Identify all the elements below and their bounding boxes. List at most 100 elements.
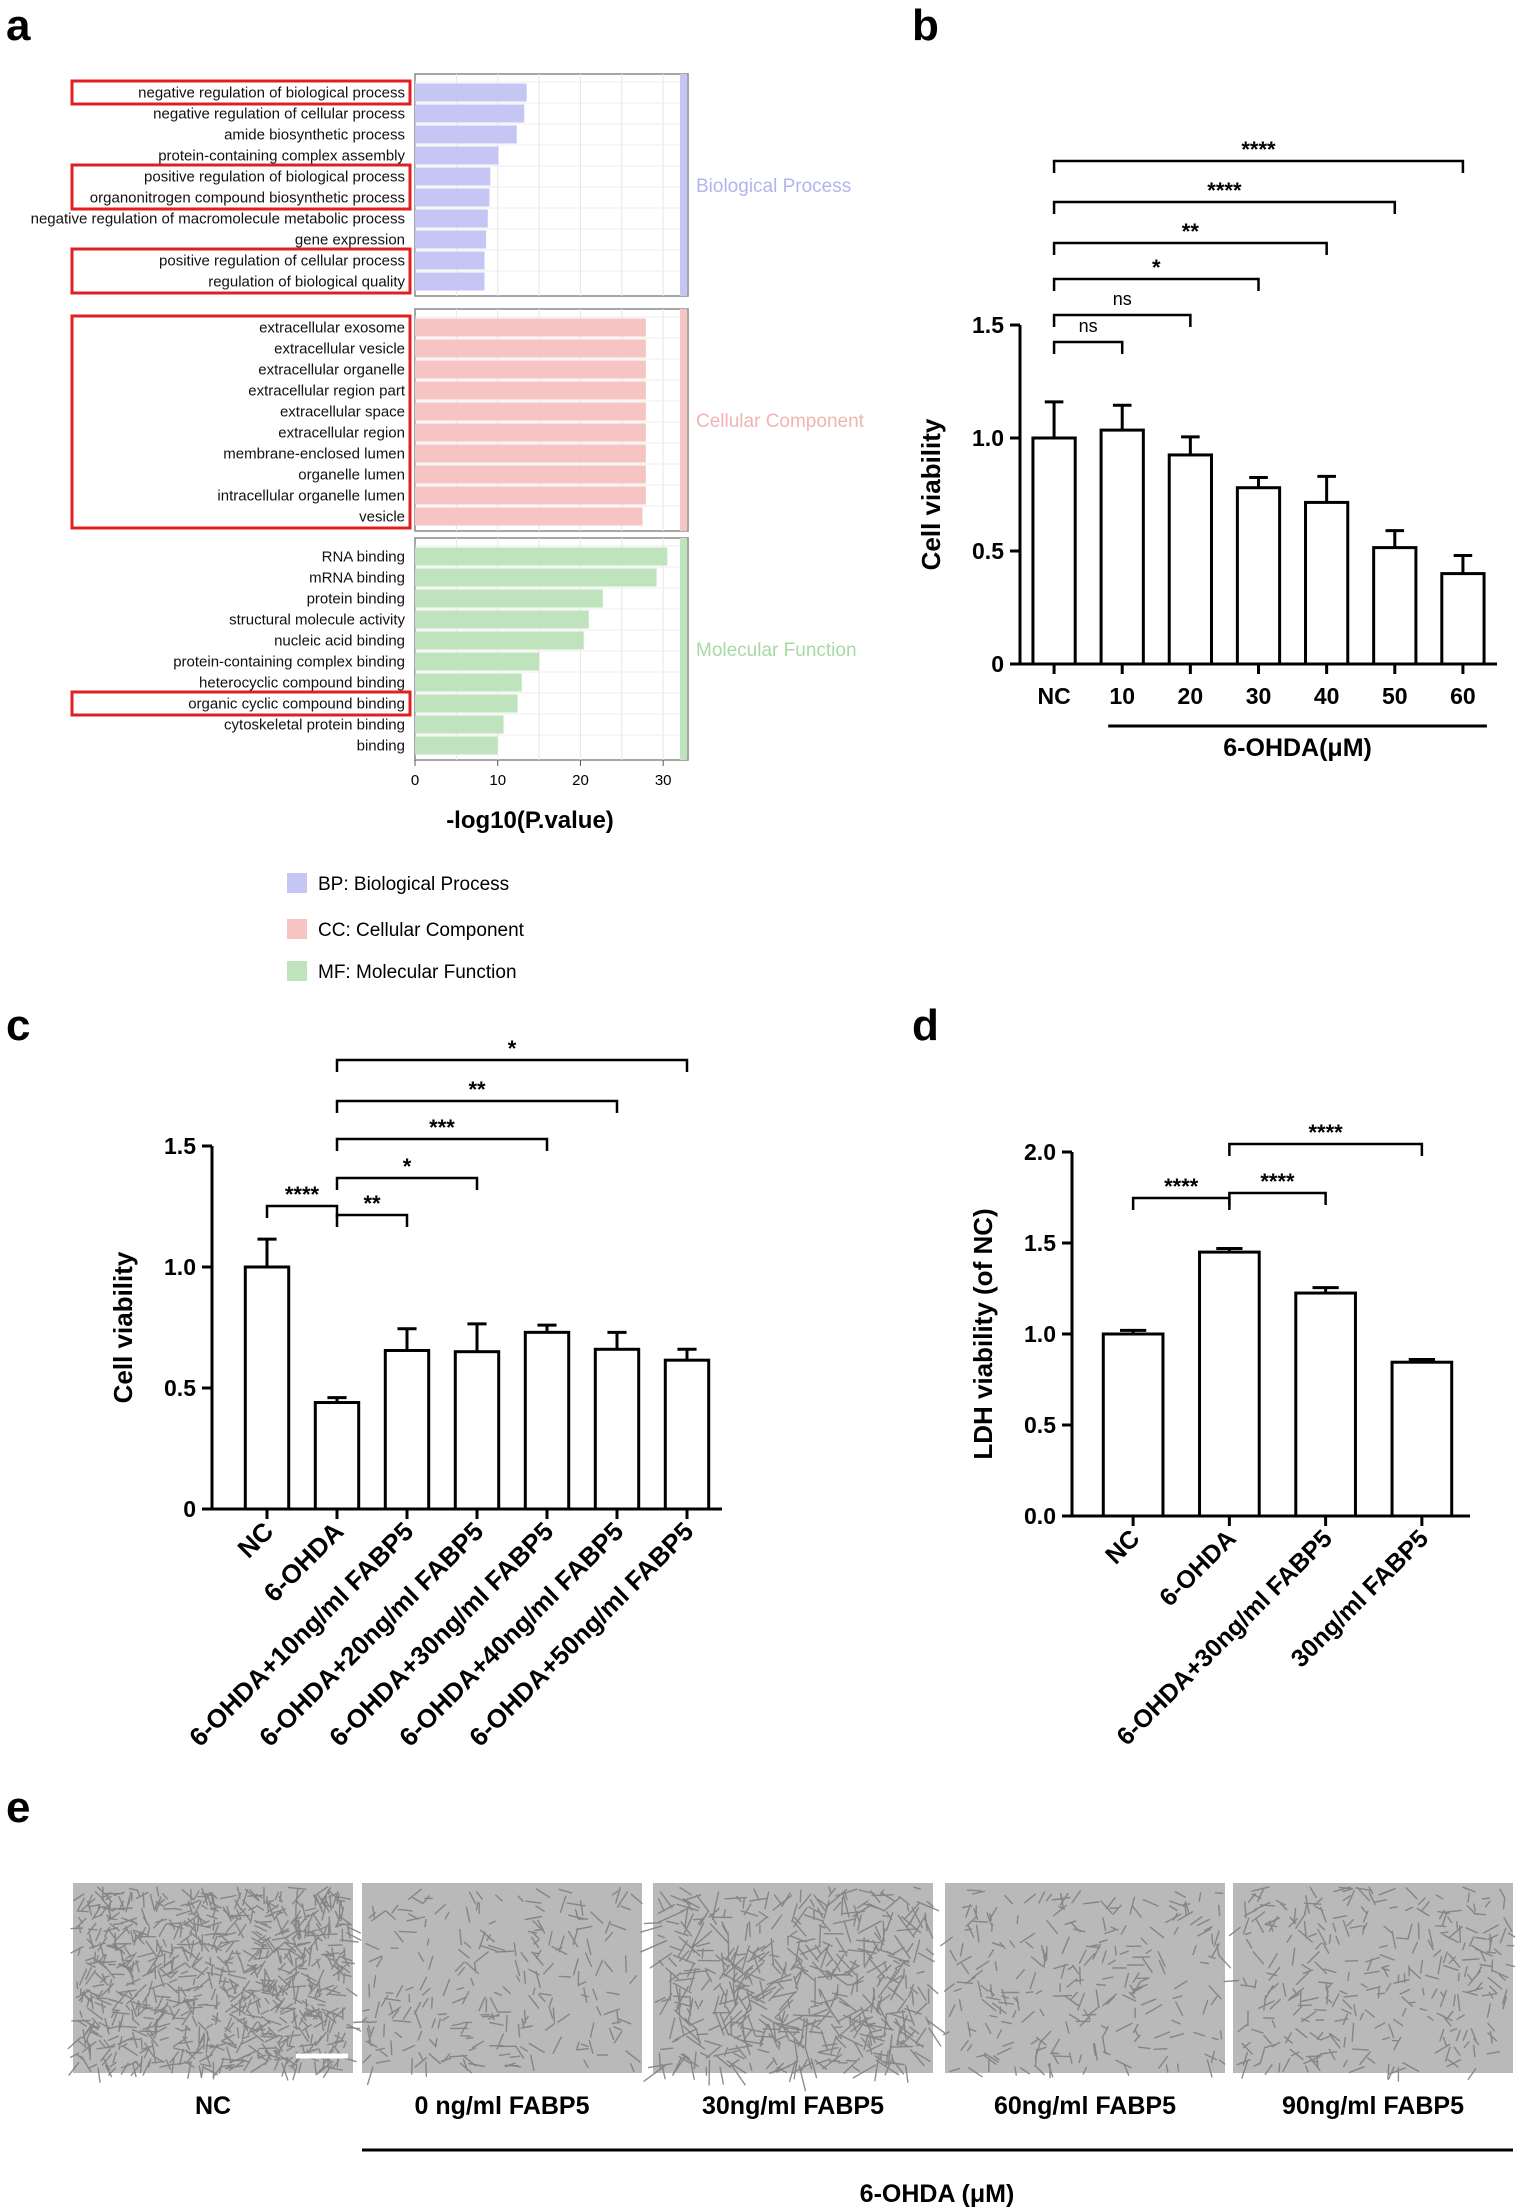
term-label: RNA binding	[322, 549, 405, 566]
bar-mf	[415, 715, 504, 734]
y-tick-label: 1.5	[972, 312, 1004, 338]
term-label: intracellular organelle lumen	[217, 488, 405, 505]
significance-bracket	[1052, 200, 1397, 214]
highlight-box	[70, 314, 412, 530]
significance-label: *	[403, 1154, 412, 1179]
bar	[1235, 486, 1282, 666]
y-tick-label: 1.0	[1024, 1321, 1056, 1347]
bar-bp	[415, 104, 525, 123]
significance-bracket	[335, 1137, 549, 1151]
term-label: protein-containing complex binding	[173, 654, 405, 671]
y-axis-label: LDH viability (of NC)	[968, 1208, 998, 1459]
term-label: protein-containing complex assembly	[158, 148, 405, 165]
micrograph-f90	[1223, 1883, 1516, 2082]
bar-cc	[415, 339, 646, 358]
panel-label-d: d	[912, 1001, 939, 1050]
term-label: positive regulation of biological proces…	[144, 169, 405, 186]
bar	[383, 1348, 431, 1511]
bar-mf	[415, 652, 540, 671]
legend-entry: BP: Biological Process	[318, 874, 509, 895]
term-label: negative regulation of cellular process	[153, 106, 405, 123]
highlight-box	[70, 79, 412, 106]
bar	[593, 1347, 641, 1511]
significance-bracket	[1052, 159, 1465, 173]
term-label: extracellular region	[278, 425, 405, 442]
significance-label: ns	[1079, 316, 1098, 336]
bar	[1390, 1360, 1454, 1518]
legend-entry: MF: Molecular Function	[318, 962, 517, 983]
y-tick-label: 0	[183, 1496, 196, 1522]
significance-label: ****	[285, 1182, 320, 1207]
x-tick-label: 10	[489, 772, 506, 789]
bar-mf	[415, 631, 584, 650]
bar	[523, 1330, 571, 1511]
term-label: extracellular space	[280, 404, 405, 421]
bar-bp	[415, 125, 517, 144]
significance-label: ***	[429, 1115, 455, 1140]
highlight-box	[70, 247, 412, 295]
cell-viability-dose-chart: 0 0.5 1.0 1.5 Cell viability NC 10 20 30 40 50 60 ns…	[916, 137, 1497, 762]
category-label: 10	[1109, 683, 1135, 709]
term-label: extracellular exosome	[259, 320, 405, 337]
treatment-group-label: 6-OHDA (μM)	[860, 2180, 1015, 2208]
term-label: amide biosynthetic process	[224, 127, 405, 144]
term-label: negative regulation of biological proces…	[138, 85, 405, 102]
term-label: extracellular organelle	[258, 362, 405, 379]
go-enrichment-chart: negative regulation of biological proces…	[31, 73, 865, 983]
bar-cc	[415, 486, 646, 505]
bar-bp	[415, 146, 499, 165]
microscopy-panel: NC 0 ng/ml FABP5 30ng/ml FABP5 60ng/ml FABP…	[67, 1883, 1516, 2208]
significance-label: ****	[1241, 137, 1276, 162]
micrograph-background	[362, 1883, 642, 2073]
bar	[1167, 453, 1213, 666]
term-label: binding	[357, 738, 405, 755]
bar-cc	[415, 507, 643, 526]
term-label: gene expression	[295, 232, 405, 249]
bar	[243, 1265, 291, 1511]
term-label: vesicle	[359, 509, 405, 526]
y-axis-label: Cell viability	[108, 1251, 138, 1403]
treatment-group-label: 6-OHDA(μM)	[1223, 734, 1372, 762]
legend-entry: CC: Cellular Component	[318, 920, 525, 941]
legend-swatch	[287, 919, 307, 939]
bar-mf	[415, 589, 603, 608]
term-label: structural molecule activity	[229, 612, 405, 629]
y-tick-label: 0.5	[1024, 1412, 1056, 1438]
bar	[1099, 428, 1145, 666]
significance-label: **	[1182, 219, 1200, 244]
term-label: mRNA binding	[309, 570, 405, 587]
significance-bracket	[1228, 1142, 1424, 1156]
significance-bracket	[1052, 340, 1124, 354]
bar-bp	[415, 272, 485, 291]
term-label: cytoskeletal protein binding	[224, 717, 405, 734]
significance-bracket	[1052, 277, 1260, 291]
significance-label: ****	[1260, 1169, 1295, 1194]
bar	[313, 1401, 361, 1511]
micrograph-label: NC	[195, 2092, 231, 2120]
category-label: NC	[231, 1516, 279, 1564]
bar-bp	[415, 230, 487, 249]
legend-swatch	[287, 873, 307, 893]
y-axis-label: Cell viability	[916, 418, 946, 570]
term-label: nucleic acid binding	[274, 633, 405, 650]
bar-cc	[415, 381, 646, 400]
cells	[940, 1889, 1232, 2079]
bar-cc	[415, 402, 646, 421]
category-label: 50	[1382, 683, 1408, 709]
y-tick-label: 1.0	[164, 1254, 196, 1280]
y-tick-label: 0.5	[164, 1375, 196, 1401]
category-label: NC	[1037, 683, 1070, 709]
micrograph-f60	[940, 1883, 1232, 2079]
bar	[1304, 500, 1350, 666]
x-tick-label: 30	[655, 772, 672, 789]
term-label: membrane-enclosed lumen	[223, 446, 405, 463]
micrograph-f30	[640, 1883, 949, 2092]
term-label: protein binding	[307, 591, 405, 608]
y-tick-label: 0.5	[972, 538, 1004, 564]
term-label: heterocyclic compound binding	[199, 675, 405, 692]
bar-mf	[415, 736, 498, 755]
term-label: positive regulation of cellular process	[159, 253, 405, 270]
significance-bracket	[1131, 1196, 1231, 1210]
bar	[1440, 572, 1486, 666]
